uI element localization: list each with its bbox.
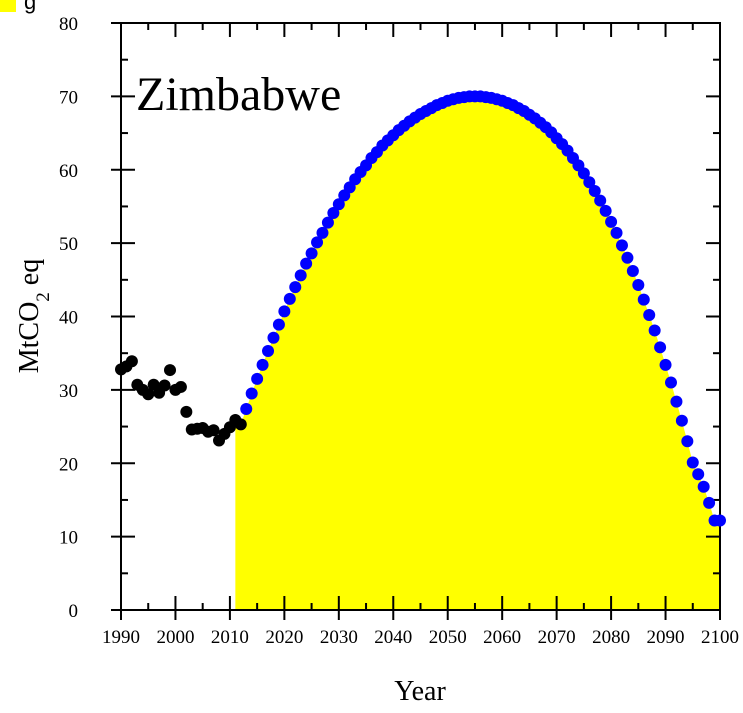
projection-point bbox=[654, 341, 667, 354]
x-tick-label: 2070 bbox=[538, 627, 576, 648]
projection-point bbox=[621, 251, 634, 264]
projection-point bbox=[240, 402, 253, 415]
projection-point bbox=[681, 435, 694, 448]
y-axis-title-subscript: 2 bbox=[33, 292, 54, 302]
y-tick-label: 20 bbox=[59, 454, 78, 475]
historical-point bbox=[158, 379, 171, 392]
projection-point bbox=[267, 331, 280, 344]
projection-point bbox=[659, 358, 672, 371]
x-tick-label: 2080 bbox=[592, 627, 630, 648]
y-tick-label: 70 bbox=[59, 87, 78, 108]
projection-point bbox=[327, 207, 340, 220]
projection-point bbox=[332, 198, 345, 211]
projection-point bbox=[670, 395, 683, 408]
legend-swatch bbox=[0, 0, 16, 12]
projection-point bbox=[272, 318, 285, 331]
x-tick-label: 2010 bbox=[211, 627, 249, 648]
projection-point bbox=[321, 216, 334, 229]
legend: g bbox=[0, 0, 36, 14]
y-tick-label: 60 bbox=[59, 161, 78, 182]
x-tick-label: 2020 bbox=[265, 627, 303, 648]
projection-point bbox=[605, 215, 618, 228]
historical-point bbox=[207, 424, 220, 437]
projection-point bbox=[305, 247, 318, 260]
data-points bbox=[115, 90, 726, 527]
x-tick-label: 2090 bbox=[647, 627, 685, 648]
projection-point bbox=[251, 372, 264, 385]
y-axis-title-main: MtCO bbox=[14, 302, 45, 374]
legend-label: g bbox=[24, 0, 36, 14]
projection-point bbox=[632, 278, 645, 291]
projection-point bbox=[697, 480, 710, 493]
y-axis-title-suffix: eq bbox=[14, 259, 45, 292]
projection-point bbox=[245, 387, 258, 400]
historical-point bbox=[142, 388, 155, 401]
x-tick-label: 2030 bbox=[320, 627, 358, 648]
historical-point bbox=[125, 355, 138, 368]
x-tick-label: 1990 bbox=[102, 627, 140, 648]
projection-point bbox=[599, 204, 612, 217]
projection-point bbox=[283, 292, 296, 305]
x-tick-label: 2050 bbox=[429, 627, 467, 648]
projection-point bbox=[588, 185, 601, 198]
projection-point bbox=[637, 293, 650, 306]
y-tick-label: 0 bbox=[69, 601, 79, 622]
projection-point bbox=[262, 344, 275, 357]
area-layer bbox=[235, 96, 720, 610]
projection-point bbox=[675, 414, 688, 427]
projection-point bbox=[643, 309, 656, 322]
projection-point bbox=[714, 514, 726, 527]
y-tick-label: 40 bbox=[59, 308, 78, 329]
x-axis-title: Year bbox=[394, 676, 446, 707]
historical-point bbox=[180, 405, 193, 418]
historical-point bbox=[234, 418, 247, 431]
projection-point bbox=[692, 468, 705, 481]
y-axis-title: MtCO2 eq bbox=[14, 259, 54, 374]
area-fill bbox=[235, 96, 720, 610]
projection-point bbox=[594, 194, 607, 207]
y-tick-label: 50 bbox=[59, 234, 78, 255]
projection-point bbox=[256, 358, 269, 371]
y-tick-label: 80 bbox=[59, 14, 78, 35]
projection-point bbox=[703, 496, 716, 509]
y-tick-label: 30 bbox=[59, 381, 78, 402]
projection-point bbox=[583, 176, 596, 189]
projection-point bbox=[577, 167, 590, 180]
axis-ticks bbox=[111, 22, 721, 620]
historical-point bbox=[174, 380, 187, 393]
projection-point bbox=[615, 239, 628, 252]
x-tick-label: 2040 bbox=[374, 627, 412, 648]
y-tick-label: 10 bbox=[59, 528, 78, 549]
projection-point bbox=[686, 456, 699, 469]
x-tick-label: 2100 bbox=[701, 627, 739, 648]
y-tick-labels: 0 10 20 30 40 50 60 70 80 bbox=[59, 14, 78, 622]
historical-point bbox=[164, 364, 177, 377]
projection-point bbox=[626, 265, 639, 278]
x-tick-label: 2060 bbox=[483, 627, 521, 648]
projection-point bbox=[664, 376, 677, 389]
projection-point bbox=[278, 305, 291, 318]
x-tick-label: 2000 bbox=[156, 627, 194, 648]
projection-point bbox=[316, 226, 329, 239]
chart-title: Zimbabwe bbox=[136, 68, 341, 121]
projection-point bbox=[294, 269, 307, 282]
x-tick-labels: 1990 2000 2010 2020 2030 2040 2050 2060 2070 2080… bbox=[102, 627, 739, 648]
projection-point bbox=[648, 324, 661, 337]
projection-point bbox=[289, 281, 302, 294]
projection-point bbox=[610, 226, 623, 239]
projection-point bbox=[311, 236, 324, 249]
projection-point bbox=[300, 257, 313, 270]
